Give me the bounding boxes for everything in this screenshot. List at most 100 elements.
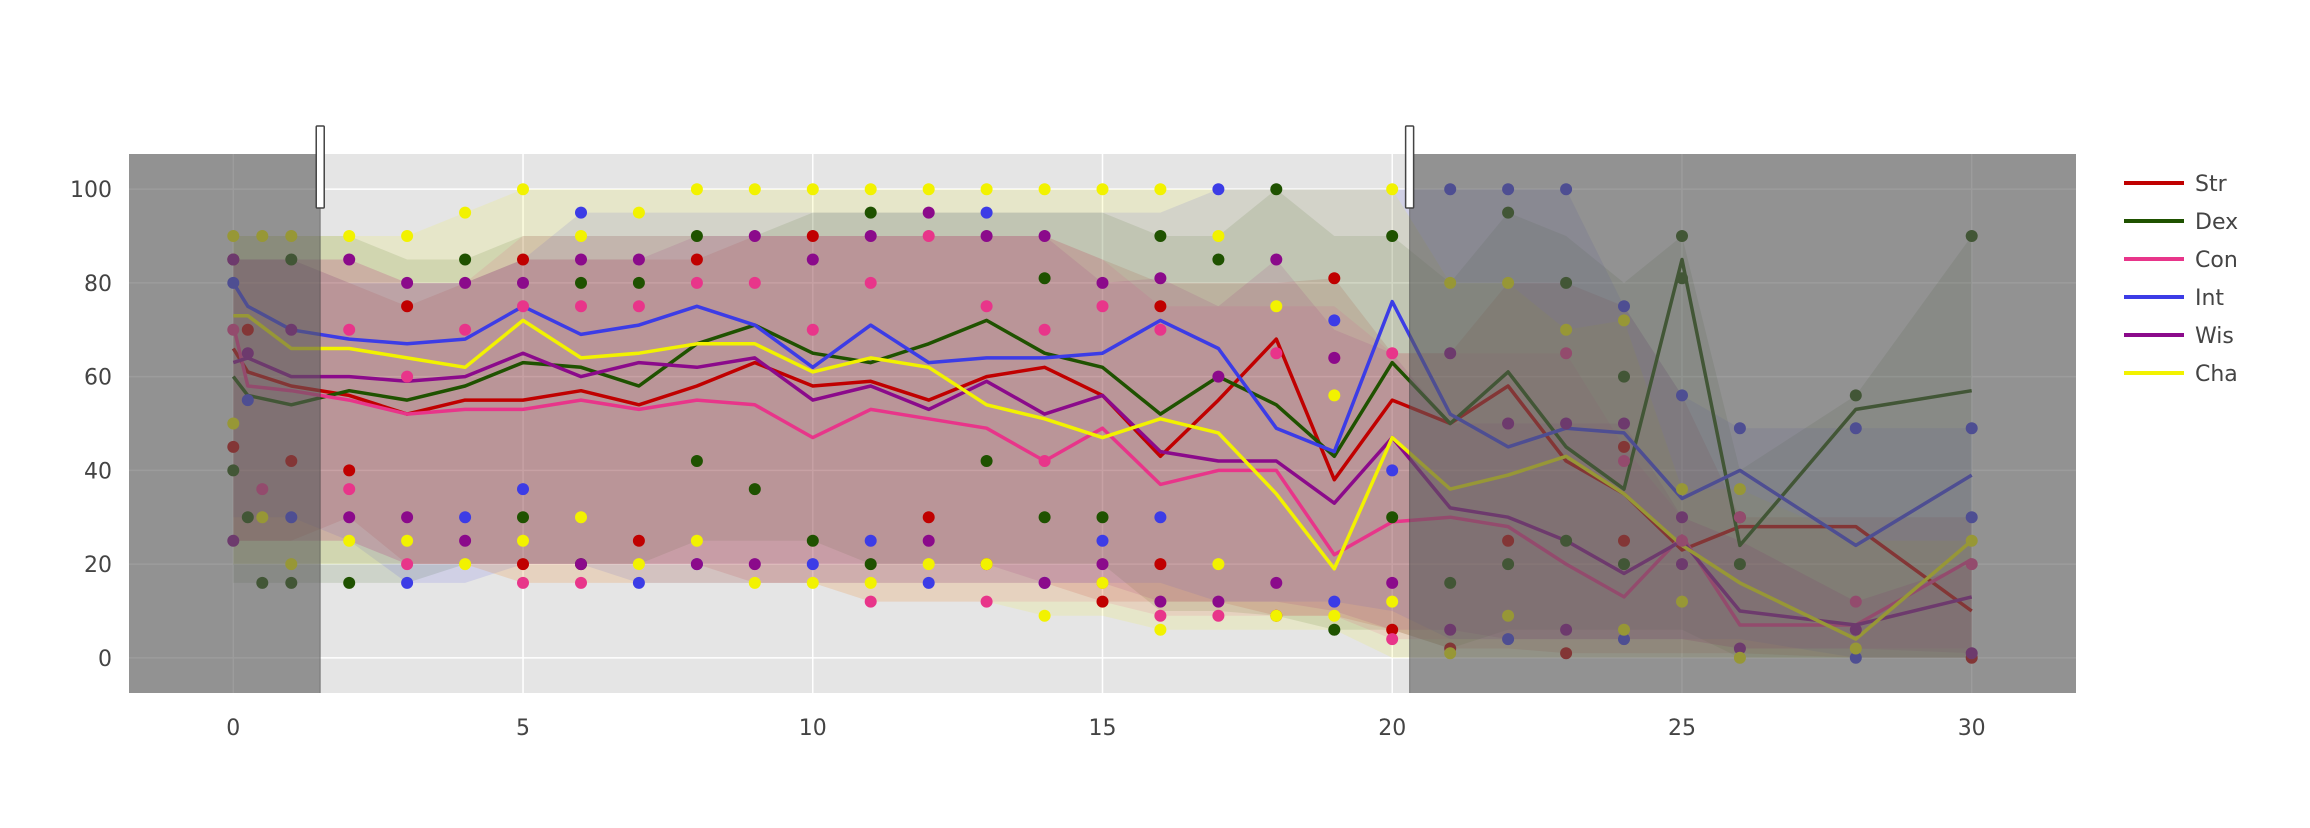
data-point-cha: [517, 534, 529, 547]
data-point-con: [401, 558, 414, 571]
data-point-wis: [864, 230, 877, 242]
data-point-cha: [575, 511, 587, 524]
x-tick-label: 10: [799, 716, 827, 741]
data-point-str: [343, 464, 356, 477]
data-point-cha: [632, 206, 645, 219]
data-point-int: [632, 576, 645, 589]
x-tick-label: 15: [1089, 716, 1117, 741]
data-point-con: [401, 370, 414, 383]
data-point-str: [632, 534, 645, 547]
legend-label-cha: Cha: [2195, 362, 2238, 387]
data-point-con: [922, 230, 935, 242]
data-point-dex: [459, 253, 472, 266]
data-point-dex: [1096, 511, 1109, 524]
data-point-str: [517, 253, 529, 266]
data-point-con: [1096, 300, 1109, 313]
data-point-dex: [1328, 623, 1341, 636]
x-tick-label: 30: [1958, 716, 1986, 741]
data-point-wis: [980, 230, 993, 242]
data-point-cha: [1212, 558, 1225, 571]
legend-label-int: Int: [2195, 286, 2224, 311]
data-point-cha: [1154, 183, 1167, 196]
data-point-wis: [1270, 253, 1283, 266]
data-point-con: [575, 576, 587, 589]
data-point-cha: [1096, 576, 1109, 589]
legend: Str Dex Con Int Wis Cha: [2124, 172, 2238, 387]
data-point-con: [1154, 323, 1167, 336]
data-point-int: [864, 534, 877, 547]
data-point-con: [748, 276, 761, 289]
data-point-cha: [1328, 609, 1341, 622]
data-point-int: [1154, 511, 1167, 524]
data-point-con: [1038, 323, 1051, 336]
data-point-str: [922, 511, 935, 524]
data-point-dex: [1386, 230, 1399, 242]
data-point-dex: [864, 206, 877, 219]
data-point-wis: [1328, 351, 1341, 364]
data-point-dex: [980, 455, 993, 467]
data-point-int: [575, 206, 587, 219]
data-point-cha: [1096, 183, 1109, 196]
data-point-int: [980, 206, 993, 219]
data-point-cha: [690, 183, 703, 196]
range-handle-left[interactable]: [315, 125, 325, 209]
data-point-con: [690, 276, 703, 289]
data-point-cha: [1386, 183, 1399, 196]
data-point-cha: [1328, 389, 1341, 402]
data-point-wis: [1154, 272, 1167, 285]
legend-label-con: Con: [2195, 248, 2238, 273]
x-tick-label: 5: [516, 716, 530, 741]
data-point-cha: [980, 183, 993, 196]
data-point-str: [806, 230, 819, 242]
data-point-dex: [806, 534, 819, 547]
data-point-dex: [343, 576, 356, 589]
data-point-cha: [1212, 230, 1225, 242]
data-point-int: [401, 576, 414, 589]
data-point-int: [1386, 464, 1399, 477]
data-point-wis: [1154, 595, 1167, 608]
data-point-con: [575, 300, 587, 313]
data-point-int: [1212, 183, 1225, 196]
data-point-con: [864, 595, 877, 608]
data-point-cha: [864, 576, 877, 589]
data-point-cha: [1038, 609, 1051, 622]
x-tick-label: 25: [1668, 716, 1696, 741]
y-tick-label: 100: [70, 178, 112, 203]
data-point-wis: [401, 511, 414, 524]
data-point-wis: [1038, 230, 1051, 242]
data-point-con: [1038, 455, 1051, 467]
data-point-wis: [1386, 576, 1399, 589]
y-tick-label: 80: [84, 272, 112, 297]
data-point-int: [1328, 595, 1341, 608]
data-point-wis: [1270, 576, 1283, 589]
data-point-str: [517, 558, 529, 571]
data-point-wis: [748, 230, 761, 242]
data-point-cha: [806, 576, 819, 589]
data-point-cha: [1270, 609, 1283, 622]
data-point-wis: [922, 206, 935, 219]
data-point-wis: [632, 253, 645, 266]
data-point-cha: [748, 183, 761, 196]
range-handle-right[interactable]: [1404, 125, 1415, 209]
range-selector-shading: [129, 154, 2076, 693]
data-point-cha: [343, 230, 356, 242]
data-point-int: [517, 483, 529, 496]
range-shade-right: [1409, 154, 2076, 693]
data-point-dex: [748, 483, 761, 496]
legend-label-str: Str: [2195, 172, 2228, 197]
data-point-con: [806, 323, 819, 336]
x-axis-ticks: 0 5 10 15 20 25 30: [226, 716, 1985, 741]
data-point-cha: [1154, 623, 1167, 636]
data-point-dex: [1212, 253, 1225, 266]
data-point-con: [517, 576, 529, 589]
data-point-cha: [690, 534, 703, 547]
data-point-dex: [864, 558, 877, 571]
range-selector-handles[interactable]: [315, 125, 1415, 693]
data-point-cha: [980, 558, 993, 571]
data-point-con: [864, 276, 877, 289]
y-tick-label: 60: [84, 366, 112, 391]
data-point-cha: [922, 558, 935, 571]
data-point-con: [980, 595, 993, 608]
data-point-con: [1386, 633, 1399, 646]
